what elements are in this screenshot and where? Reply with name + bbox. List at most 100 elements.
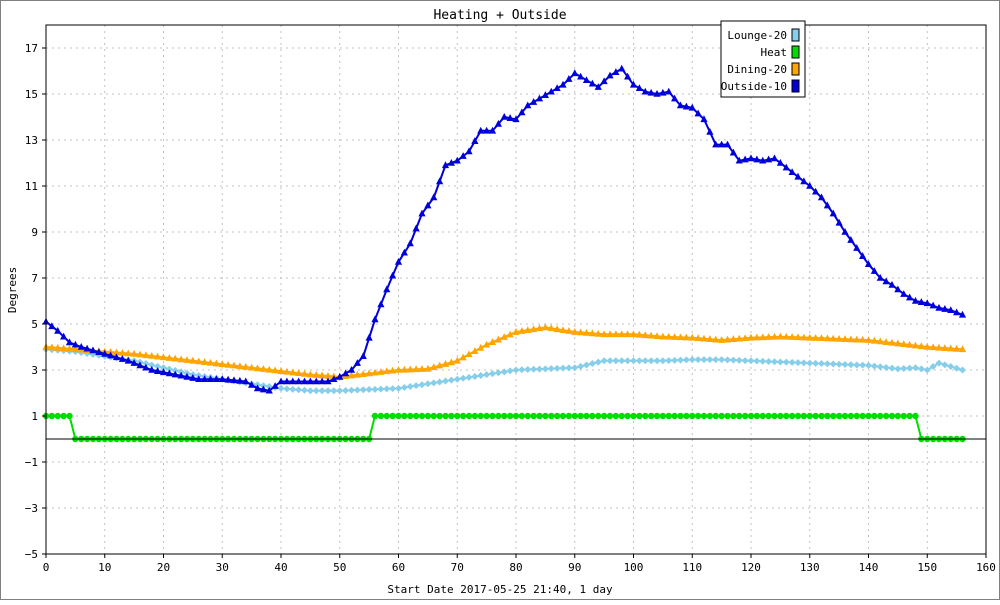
data-point xyxy=(54,326,62,334)
data-point xyxy=(700,412,708,420)
data-point xyxy=(818,412,825,420)
data-point xyxy=(424,364,432,372)
x-tick-label: 120 xyxy=(741,561,761,574)
data-point xyxy=(947,344,955,352)
data-point xyxy=(342,386,350,394)
data-point xyxy=(224,375,232,383)
data-point xyxy=(483,340,491,348)
y-tick-label: 17 xyxy=(25,42,38,55)
x-tick-label: 40 xyxy=(274,561,287,574)
y-tick-label: 3 xyxy=(31,364,38,377)
data-point xyxy=(218,375,226,382)
data-point xyxy=(906,293,914,301)
data-point xyxy=(659,88,667,96)
data-point xyxy=(471,347,479,354)
data-point xyxy=(671,94,679,102)
data-point xyxy=(271,366,279,374)
data-point xyxy=(383,367,391,375)
data-point xyxy=(512,366,520,374)
data-point xyxy=(348,386,355,394)
data-point xyxy=(565,364,573,372)
data-point xyxy=(841,412,849,420)
data-point xyxy=(442,412,449,420)
data-point xyxy=(430,363,438,371)
data-point xyxy=(906,412,913,420)
data-point xyxy=(912,364,919,372)
data-point xyxy=(371,368,379,376)
data-point xyxy=(741,412,749,420)
data-point xyxy=(465,350,473,358)
data-point xyxy=(277,384,285,392)
y-tick-label: −3 xyxy=(25,502,38,515)
data-point xyxy=(436,378,444,386)
legend-swatch xyxy=(791,28,800,42)
data-point xyxy=(900,340,908,348)
data-point xyxy=(553,412,561,420)
data-point xyxy=(389,412,396,420)
data-point xyxy=(806,359,814,367)
data-point xyxy=(259,365,267,372)
data-point xyxy=(864,336,873,343)
data-point xyxy=(865,361,872,369)
data-point xyxy=(136,361,144,369)
data-point xyxy=(512,115,520,123)
data-point xyxy=(718,356,726,364)
data-point xyxy=(765,333,773,340)
data-point xyxy=(183,356,191,363)
y-tick-label: 9 xyxy=(31,226,38,239)
data-point xyxy=(48,322,56,330)
data-point xyxy=(730,412,737,420)
data-point xyxy=(60,332,68,340)
data-point xyxy=(677,356,684,364)
data-point xyxy=(835,334,843,342)
data-point xyxy=(130,359,138,366)
data-point xyxy=(377,385,385,393)
data-point xyxy=(565,327,573,334)
data-point xyxy=(741,334,749,342)
data-point xyxy=(882,338,890,345)
data-point xyxy=(923,299,931,307)
data-point xyxy=(788,168,796,175)
data-point xyxy=(689,412,696,420)
series-line xyxy=(46,415,963,440)
data-point xyxy=(694,356,702,364)
data-point xyxy=(959,366,966,374)
data-point xyxy=(589,412,596,420)
data-point xyxy=(547,365,555,373)
data-point xyxy=(342,369,350,377)
data-point xyxy=(318,387,326,395)
data-point xyxy=(841,335,849,342)
data-point xyxy=(524,101,532,109)
data-point xyxy=(923,366,931,374)
data-point xyxy=(712,335,720,343)
data-point xyxy=(665,357,673,365)
data-point xyxy=(189,356,197,364)
data-point xyxy=(318,371,326,379)
data-point xyxy=(618,357,626,365)
data-point xyxy=(800,359,808,367)
data-point xyxy=(289,368,297,376)
data-point xyxy=(424,412,432,420)
data-point xyxy=(800,412,808,420)
data-point xyxy=(594,358,602,366)
data-point xyxy=(911,297,920,304)
data-point xyxy=(747,333,755,341)
data-point xyxy=(148,366,156,373)
data-point xyxy=(530,412,537,420)
data-point xyxy=(136,350,144,358)
data-point xyxy=(841,360,849,368)
data-point xyxy=(430,379,438,387)
data-point xyxy=(958,310,967,318)
data-point xyxy=(894,339,902,347)
grid xyxy=(46,25,986,554)
data-point xyxy=(277,377,285,385)
data-point xyxy=(365,369,373,377)
data-point xyxy=(424,380,432,388)
data-point xyxy=(618,412,625,420)
data-point xyxy=(641,87,649,95)
data-point xyxy=(629,80,638,88)
data-point xyxy=(500,113,508,120)
data-point xyxy=(330,387,338,395)
data-point xyxy=(60,412,67,420)
